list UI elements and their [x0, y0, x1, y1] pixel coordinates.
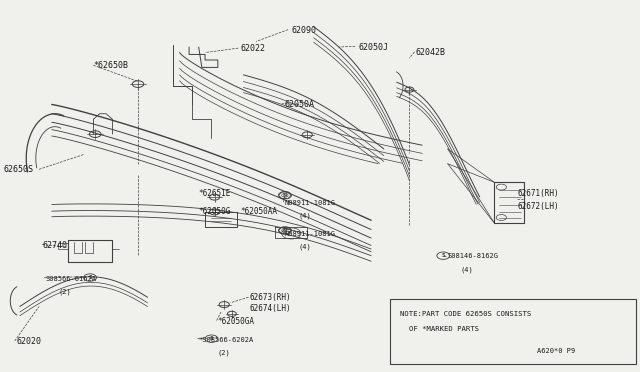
Text: *S08566-6202A: *S08566-6202A: [198, 337, 254, 343]
Text: 62022: 62022: [240, 44, 265, 53]
Text: *62050GA: *62050GA: [218, 317, 255, 326]
Text: *62050G: *62050G: [198, 208, 231, 217]
Text: 62050A: 62050A: [285, 100, 315, 109]
Text: 62050J: 62050J: [358, 42, 388, 51]
Text: S08146-8162G: S08146-8162G: [448, 253, 499, 259]
Text: 62674(LH): 62674(LH): [250, 304, 291, 313]
Text: S: S: [210, 336, 213, 341]
Text: 62020: 62020: [17, 337, 42, 346]
Text: *62050AA: *62050AA: [240, 208, 277, 217]
Text: S: S: [442, 253, 445, 258]
Text: (4): (4): [299, 212, 312, 219]
Text: (4): (4): [299, 244, 312, 250]
Text: 62090: 62090: [291, 26, 316, 35]
Text: 62042B: 62042B: [416, 48, 446, 57]
Text: 62650S: 62650S: [4, 165, 34, 174]
Text: S: S: [88, 275, 92, 280]
Text: N: N: [283, 193, 287, 198]
Text: N: N: [283, 228, 287, 233]
Text: NOTE:PART CODE 62650S CONSISTS: NOTE:PART CODE 62650S CONSISTS: [400, 311, 531, 317]
Text: 62672(LH): 62672(LH): [518, 202, 559, 211]
Text: N08911-1081G: N08911-1081G: [285, 231, 336, 237]
Text: (4): (4): [461, 266, 473, 273]
Text: S08566-6162A: S08566-6162A: [45, 276, 97, 282]
Text: *62651E: *62651E: [198, 189, 231, 198]
Text: 62671(RH): 62671(RH): [518, 189, 559, 198]
Text: OF *MARKED PARTS: OF *MARKED PARTS: [410, 326, 479, 332]
Text: N08911-1081G: N08911-1081G: [285, 200, 336, 206]
Text: 62740: 62740: [42, 241, 67, 250]
Text: 62673(RH): 62673(RH): [250, 293, 291, 302]
Text: (2): (2): [218, 350, 230, 356]
Text: *62650B: *62650B: [93, 61, 128, 70]
Text: A620*0 P9: A620*0 P9: [537, 348, 575, 354]
Text: (2): (2): [58, 288, 71, 295]
